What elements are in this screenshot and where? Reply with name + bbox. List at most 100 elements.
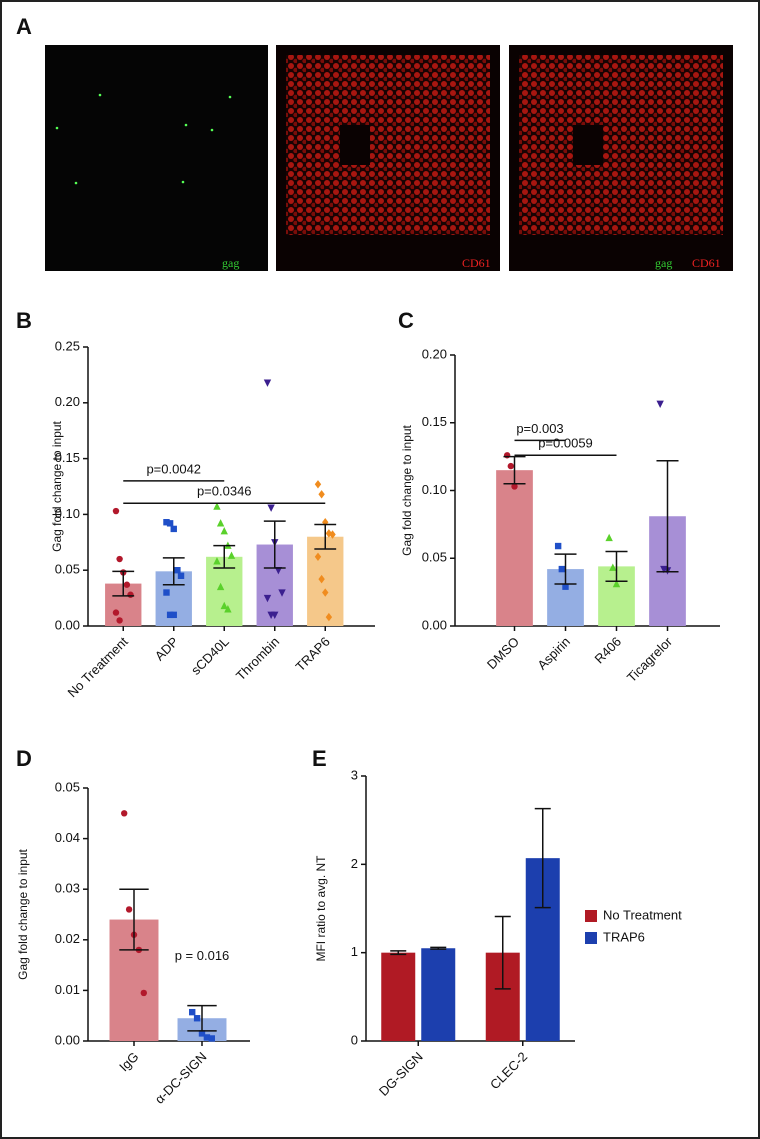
data-point — [216, 582, 225, 591]
data-point — [112, 507, 120, 515]
data-point — [170, 525, 177, 533]
panel-label: A — [16, 14, 32, 39]
y-tick-label: 0.15 — [55, 450, 80, 465]
y-tick-label: 0.20 — [55, 394, 80, 409]
y-tick-label: 0.00 — [55, 617, 80, 632]
data-point — [609, 563, 617, 571]
y-tick-label: 0.04 — [55, 830, 80, 845]
data-point — [170, 611, 177, 619]
y-tick-label: 0.20 — [422, 346, 447, 361]
image-label: CD61 — [692, 256, 721, 270]
data-point — [123, 581, 131, 588]
data-point — [166, 520, 174, 527]
panel-label: D — [16, 746, 32, 771]
y-tick-label: 0.03 — [55, 881, 80, 896]
panel-label: B — [16, 308, 32, 333]
data-point — [511, 483, 518, 490]
y-tick-label: 2 — [351, 856, 358, 871]
y-tick-label: 0.15 — [422, 414, 447, 429]
y-tick-label: 0 — [351, 1032, 358, 1047]
y-tick-label: 0.02 — [55, 931, 80, 946]
data-point — [267, 504, 275, 512]
p-value: p = 0.016 — [175, 948, 230, 963]
data-point — [112, 609, 120, 616]
data-point — [274, 567, 283, 575]
y-tick-label: 0.05 — [55, 562, 80, 577]
data-point — [189, 1008, 196, 1016]
data-point — [314, 552, 322, 562]
data-point — [507, 462, 515, 470]
panel-label: E — [312, 746, 327, 771]
image-label: gag — [655, 256, 672, 270]
data-point — [140, 989, 147, 997]
p-value: p=0.003 — [516, 421, 563, 436]
y-axis-label: Gag fold change to input — [16, 848, 30, 979]
data-point — [322, 518, 329, 527]
data-point — [227, 551, 236, 559]
image-label: gag — [222, 256, 239, 270]
data-point — [329, 530, 336, 539]
image-label: CD61 — [462, 256, 491, 270]
data-point — [554, 542, 562, 550]
data-point — [177, 572, 185, 579]
data-point — [558, 565, 566, 573]
data-point — [116, 617, 123, 624]
data-point — [121, 810, 128, 817]
data-point — [314, 480, 322, 489]
y-tick-label: 0.10 — [55, 506, 80, 521]
image-merge: gag CD61 — [509, 45, 733, 271]
data-point — [263, 594, 272, 603]
data-point — [325, 529, 333, 538]
data-point — [263, 379, 272, 387]
bar — [421, 948, 456, 1041]
data-point — [116, 555, 123, 563]
data-point — [208, 1035, 215, 1042]
y-axis-label: Gag fold change to input — [400, 424, 414, 555]
data-point — [163, 589, 170, 596]
data-point — [213, 502, 221, 510]
legend-swatch — [585, 910, 597, 922]
data-point — [213, 557, 221, 565]
p-value: p=0.0042 — [146, 461, 201, 476]
p-value: p=0.0059 — [538, 436, 593, 451]
y-axis-label: MFI ratio to avg. NT — [314, 855, 328, 962]
y-tick-label: 3 — [351, 767, 358, 782]
data-point — [325, 612, 333, 622]
data-point — [656, 400, 664, 408]
y-tick-label: 0.05 — [55, 779, 80, 794]
y-axis-label: Gag fold change to input — [50, 420, 64, 551]
data-point — [605, 533, 613, 542]
y-tick-label: 0.05 — [422, 550, 447, 565]
data-point — [220, 601, 228, 610]
y-tick-label: 0.01 — [55, 982, 80, 997]
data-point — [127, 591, 134, 598]
data-point — [278, 589, 286, 597]
data-point — [224, 605, 232, 613]
data-point — [163, 519, 170, 526]
bar — [381, 952, 416, 1041]
data-point — [322, 588, 329, 597]
data-point — [612, 579, 621, 588]
image-cd61: CD61 — [276, 45, 500, 271]
data-point — [174, 567, 181, 574]
data-point — [562, 583, 569, 590]
data-point — [198, 1030, 206, 1037]
data-point — [216, 519, 225, 527]
y-tick-label: 0.00 — [55, 1032, 80, 1047]
panel-label: C — [398, 308, 414, 333]
data-point — [318, 574, 325, 584]
y-tick-label: 1 — [351, 944, 358, 959]
legend-label: No Treatment — [603, 907, 682, 922]
y-tick-label: 0.00 — [422, 617, 447, 632]
p-value: p=0.0346 — [197, 484, 252, 499]
bar — [307, 536, 344, 626]
image-gag: gag — [45, 45, 268, 271]
data-point — [203, 1034, 211, 1041]
data-point — [220, 526, 228, 535]
y-tick-label: 0.10 — [422, 482, 447, 497]
data-point — [318, 490, 325, 499]
legend-label: TRAP6 — [603, 929, 645, 944]
data-point — [125, 906, 133, 913]
data-point — [503, 452, 511, 459]
